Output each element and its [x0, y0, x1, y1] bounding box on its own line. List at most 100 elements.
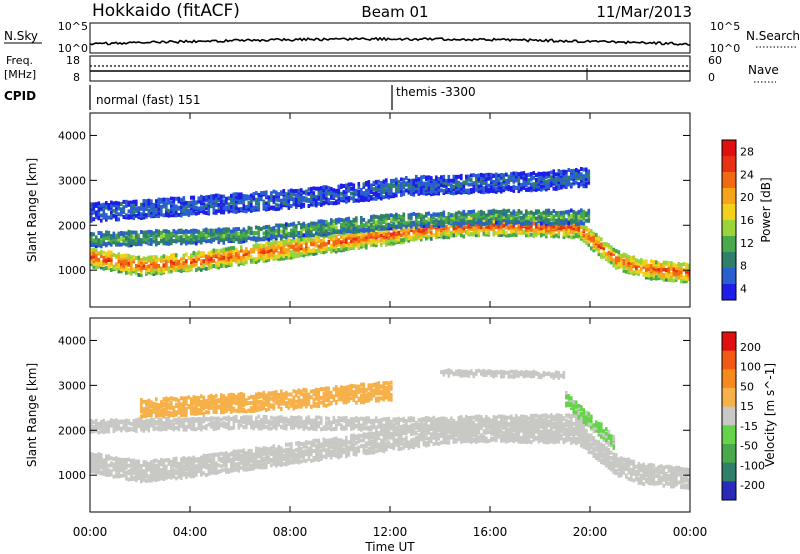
echo-cell: [282, 461, 286, 466]
echo-cell: [160, 208, 163, 213]
echo-cell: [355, 446, 358, 451]
echo-cell: [202, 206, 206, 211]
echo-cell: [367, 226, 371, 230]
echo-cell: [427, 185, 431, 190]
echo-cell: [380, 221, 383, 226]
echo-cell: [380, 235, 383, 240]
echo-cell: [672, 273, 676, 278]
echo-cell: [470, 219, 473, 224]
echo-cell: [120, 207, 123, 212]
echo-cell: [585, 174, 588, 178]
echo-cell: [212, 452, 216, 457]
echo-cell: [155, 259, 158, 264]
echo-cell: [430, 230, 433, 235]
echo-cell: [352, 238, 356, 243]
echo-cell: [105, 266, 108, 271]
echo-cell: [597, 235, 601, 240]
echo-cell: [175, 476, 178, 481]
echo-cell: [497, 221, 501, 226]
echo-cell: [552, 221, 556, 226]
echo-cell: [505, 172, 508, 177]
echo-cell: [555, 176, 558, 181]
echo-cell: [525, 179, 528, 184]
echo-cell: [240, 198, 243, 203]
y-tick-label: 4000: [58, 129, 86, 142]
echo-cell: [452, 187, 456, 192]
echo-cell: [512, 231, 516, 236]
echo-cell: [542, 181, 546, 186]
echo-cell: [500, 189, 503, 194]
echo-cell: [595, 236, 598, 241]
echo-cell: [242, 457, 246, 462]
echo-cell: [107, 203, 111, 207]
echo-cell: [140, 265, 143, 270]
echo-cell: [355, 233, 358, 238]
echo-cell: [390, 223, 393, 228]
echo-cell: [452, 223, 456, 227]
echo-cell: [262, 448, 266, 453]
echo-cell: [102, 255, 106, 260]
echo-cell: [570, 214, 573, 218]
echo-cell: [120, 210, 123, 215]
echo-cell: [452, 226, 456, 231]
echo-cell: [675, 274, 678, 279]
echo-cell: [412, 211, 416, 216]
echo-cell: [282, 189, 286, 193]
echo-cell: [140, 258, 143, 263]
colorbar-tick: 16: [740, 214, 754, 227]
echo-cell: [617, 256, 621, 261]
echo-cell: [280, 455, 283, 460]
echo-cell: [137, 471, 141, 476]
echo-cell: [442, 215, 446, 220]
echo-cell: [580, 225, 583, 229]
echo-cell: [550, 175, 553, 180]
echo-cell: [435, 186, 438, 191]
echo-cell: [105, 460, 108, 465]
echo-cell: [252, 458, 256, 463]
echo-cell: [145, 478, 148, 483]
echo-cell: [142, 210, 146, 215]
echo-cell: [320, 222, 323, 227]
echo-cell: [587, 236, 591, 241]
echo-cell: [102, 236, 106, 241]
echo-cell: [107, 215, 111, 220]
echo-cell: [192, 234, 196, 239]
echo-cell: [272, 448, 276, 453]
echo-cell: [262, 231, 266, 236]
echo-cell: [347, 445, 351, 450]
echo-cell: [225, 205, 228, 210]
echo-cell: [172, 196, 176, 201]
echo-cell: [362, 233, 366, 238]
echo-cell: [375, 437, 378, 442]
echo-cell: [182, 196, 186, 201]
colorbar-swatch: [722, 284, 736, 301]
echo-cell: [257, 235, 261, 240]
echo-cell: [355, 198, 358, 203]
echo-cell: [320, 186, 323, 191]
echo-cell: [572, 215, 576, 220]
echo-cell: [177, 268, 181, 273]
echo-cell: [485, 230, 488, 235]
echo-cell: [272, 451, 276, 456]
echo-cell: [247, 253, 251, 257]
echo-cell: [392, 227, 396, 232]
echo-cell: [192, 251, 196, 255]
echo-cell: [445, 220, 448, 224]
echo-cell: [282, 453, 286, 458]
echo-cell: [245, 236, 248, 241]
echo-cell: [142, 215, 146, 220]
echo-cell: [272, 189, 276, 194]
echo-cell: [557, 234, 561, 239]
echo-cell: [332, 437, 336, 442]
echo-cell: [555, 213, 558, 218]
echo-cell: [160, 230, 163, 235]
echo-cell: [602, 242, 606, 247]
echo-cell: [142, 460, 146, 465]
echo-cell: [447, 178, 451, 183]
echo-cell: [375, 243, 378, 248]
echo-cell: [102, 233, 106, 238]
echo-cell: [112, 231, 116, 236]
echo-cell: [312, 242, 316, 247]
